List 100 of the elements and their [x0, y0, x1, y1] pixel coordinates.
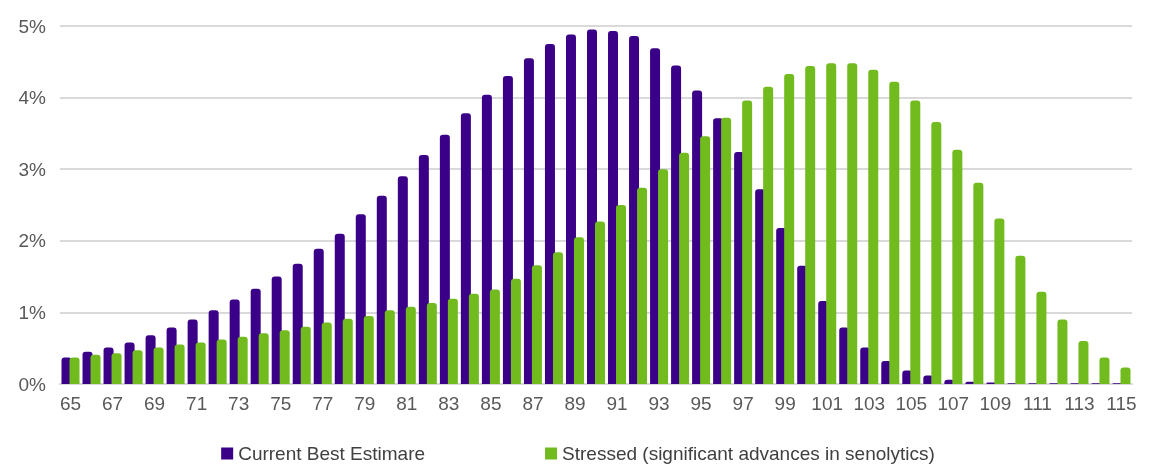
x-tick-label: 75: [270, 393, 292, 414]
bar: [460, 113, 471, 384]
bar: [363, 315, 374, 384]
bar: [616, 205, 627, 384]
bar: [531, 265, 542, 384]
y-tick-label: 4%: [18, 87, 47, 109]
bar: [973, 182, 984, 384]
x-tick-label: 113: [1064, 393, 1095, 414]
bar: [153, 347, 164, 384]
x-tick-label: 89: [564, 393, 586, 414]
x-tick-label: 79: [354, 393, 376, 414]
bar: [279, 330, 290, 384]
bar: [510, 278, 521, 384]
bar: [1078, 341, 1089, 384]
bar: [376, 195, 387, 384]
x-tick-label: 107: [937, 393, 970, 414]
bar: [565, 34, 576, 384]
x-tick-label: 93: [648, 393, 670, 414]
bar: [489, 289, 500, 384]
legend-label: Current Best Estimare: [238, 443, 426, 464]
bar: [132, 350, 143, 384]
bar: [342, 318, 353, 384]
x-tick-label: 77: [312, 393, 334, 414]
bar: [700, 136, 711, 384]
bar: [271, 276, 282, 384]
bar: [426, 303, 437, 384]
bar: [826, 63, 837, 384]
bar: [544, 43, 555, 384]
bar: [523, 58, 534, 384]
bar: [237, 336, 248, 384]
bar: [439, 134, 450, 384]
bar: [258, 333, 269, 384]
x-tick-label: 83: [438, 393, 460, 414]
bar: [952, 149, 963, 384]
y-tick-label: 0%: [18, 373, 47, 395]
x-tick-label: 81: [396, 393, 418, 414]
x-tick-label: 111: [1022, 393, 1052, 414]
x-tick-label: 73: [228, 393, 250, 414]
bar: [418, 154, 429, 384]
bar: [1057, 319, 1068, 384]
bar: [1099, 357, 1110, 384]
bar: [805, 66, 816, 384]
bar: [90, 354, 101, 384]
bar: [1036, 291, 1047, 384]
bar: [910, 100, 921, 384]
x-tick-label: 103: [853, 393, 886, 414]
bar: [384, 310, 395, 384]
bar: [300, 326, 311, 384]
x-tick-label: 109: [979, 393, 1012, 414]
bar: [573, 237, 584, 384]
bar: [447, 298, 458, 384]
bar: [994, 218, 1005, 384]
bar: [69, 357, 80, 384]
bar: [1120, 367, 1131, 384]
x-tick-label: 101: [811, 393, 844, 414]
bar: [334, 233, 345, 384]
bar: [784, 73, 795, 384]
y-tick-label: 1%: [18, 301, 47, 323]
bar: [931, 121, 942, 384]
bar: [552, 252, 563, 384]
bar: [595, 221, 605, 384]
bar: [292, 263, 303, 384]
bar: [868, 69, 879, 384]
bar: [111, 353, 122, 384]
bar: [847, 63, 858, 384]
bar: [313, 248, 324, 384]
bar: [405, 306, 416, 384]
x-tick-label: 95: [690, 393, 712, 414]
bar: [355, 214, 366, 384]
bar: [679, 152, 690, 384]
bar: [721, 117, 732, 384]
x-tick-label: 105: [895, 393, 928, 414]
legend-label: Stressed (significant advances in senolytics): [562, 443, 935, 464]
bar: [468, 293, 479, 384]
x-tick-label: 67: [101, 393, 124, 414]
bar: [397, 176, 408, 384]
x-tick-label: 115: [1106, 393, 1137, 414]
x-tick-label: 65: [59, 393, 82, 414]
bar: [637, 187, 648, 384]
bar: [742, 100, 753, 384]
bar: [321, 322, 332, 384]
x-tick-label: 87: [522, 393, 544, 414]
bar: [502, 76, 513, 384]
bar: [658, 169, 669, 384]
x-tick-label: 71: [186, 393, 208, 414]
x-tick-label: 69: [144, 393, 166, 414]
x-tick-label: 97: [732, 393, 754, 414]
bar: [216, 339, 227, 384]
bar: [889, 81, 900, 384]
x-tick-label: 99: [774, 393, 796, 414]
bar: [587, 29, 597, 384]
bar: [481, 94, 492, 384]
bar: [763, 86, 774, 384]
y-tick-label: 2%: [18, 230, 47, 252]
bar: [174, 344, 185, 384]
y-tick-label: 5%: [18, 15, 47, 37]
y-tick-label: 3%: [18, 158, 47, 180]
x-tick-label: 91: [606, 393, 628, 414]
x-tick-label: 85: [480, 393, 502, 414]
bar: [1015, 255, 1026, 384]
